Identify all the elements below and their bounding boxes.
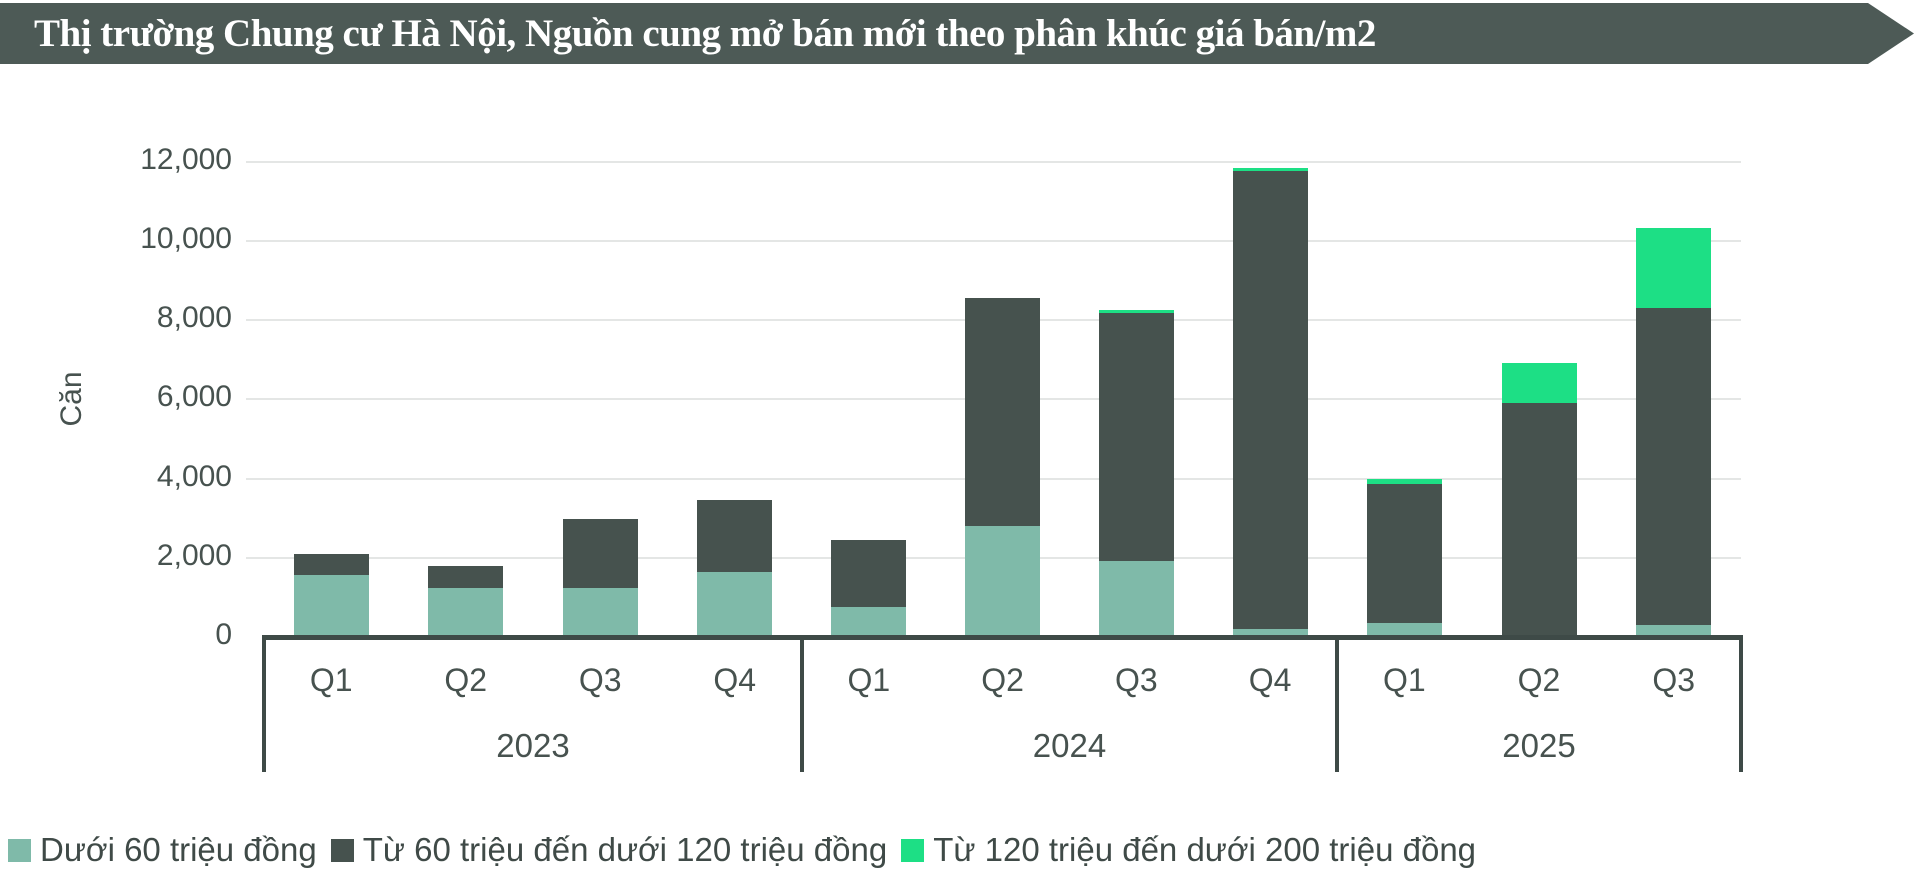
page-title: Thị trường Chung cư Hà Nội, Nguồn cung m… [34,12,1376,55]
bar-segment-2023-Q3 [562,518,638,589]
x-tick-label-2023-Q3: Q3 [578,662,622,698]
bar-segment-2024-Q1 [831,539,907,608]
bar-segment-2025-Q2 [1501,402,1577,637]
bar-segment-2024-Q4 [1232,167,1308,171]
legend-item-under-60: Dưới 60 triệu đồng [8,831,317,869]
legend-swatch-teal [8,838,31,862]
legend-label: Từ 60 triệu đến dưới 120 triệu đồng [362,831,888,868]
year-divider-3 [1739,635,1743,772]
bar-segment-2025-Q3 [1636,625,1712,637]
y-tick-label-12000: 12,000 [140,142,232,176]
bar-segment-2023-Q1 [293,554,369,576]
bar-segment-2023-Q2 [428,588,504,637]
y-tick-label-6000: 6,000 [156,380,232,414]
bar-segment-2024-Q2 [965,298,1041,527]
legend-swatch-green [901,838,925,862]
year-label-2023: 2023 [496,727,570,764]
year-divider-2 [1335,635,1339,772]
bar-segment-2024-Q3 [1098,309,1174,313]
x-tick-label-2024-Q1: Q1 [847,662,891,698]
x-tick-label-2025-Q2: Q2 [1517,662,1561,698]
bar-segment-2025-Q3 [1636,228,1712,309]
y-tick-label-0: 0 [215,618,232,651]
bar-segment-2023-Q4 [697,500,773,572]
bar-segment-2024-Q1 [831,607,907,637]
x-tick-label-2025-Q3: Q3 [1652,662,1695,698]
bar-segment-2024-Q2 [965,526,1041,637]
title-banner: Thị trường Chung cư Hà Nội, Nguồn cung m… [0,3,1914,64]
x-tick-label-2023-Q4: Q4 [713,662,757,698]
bar-segment-2025-Q1 [1366,479,1442,485]
year-label-2024: 2024 [1032,727,1107,764]
legend-swatch-dark [330,838,354,862]
bar-segment-2025-Q1 [1366,623,1442,637]
year-divider-1 [800,635,804,772]
x-tick-label-2023-Q1: Q1 [309,662,353,698]
legend-item-60-120: Từ 60 triệu đến dưới 120 triệu đồng [330,831,888,869]
legend-label: Từ 120 triệu đến dưới 200 triệu đồng [933,831,1477,868]
bar-segment-2025-Q1 [1366,484,1442,624]
bar-segment-2024-Q4 [1232,170,1308,630]
x-tick-label-2024-Q2: Q2 [981,662,1024,698]
x-tick-label-2025-Q1: Q1 [1382,662,1426,698]
y-tick-label-2000: 2,000 [156,538,232,572]
y-tick-label-10000: 10,000 [140,222,232,255]
legend-item-120-200: Từ 120 triệu đến dưới 200 triệu đồng [901,831,1476,869]
chart-legend: Dưới 60 triệu đồng Từ 60 triệu đến dưới … [8,831,1476,869]
y-gridline-10000 [246,240,1741,242]
y-tick-label-4000: 4,000 [156,459,232,493]
bar-segment-2024-Q4 [1232,629,1308,637]
bar-segment-2023-Q3 [562,588,638,637]
bar-segment-2023-Q4 [697,571,773,637]
x-tick-label-2023-Q2: Q2 [444,662,488,698]
x-axis-line [262,635,1743,640]
x-tick-label-2024-Q4: Q4 [1248,662,1292,698]
y-axis-label: Căn [55,371,88,427]
bar-segment-2024-Q3 [1098,560,1174,637]
y-tick-label-8000: 8,000 [156,301,232,335]
y-gridline-12000 [246,160,1741,163]
year-divider-0 [262,635,266,772]
legend-label: Dưới 60 triệu đồng [40,831,317,868]
bar-segment-2025-Q3 [1636,308,1712,626]
bar-segment-2023-Q2 [428,565,504,589]
bar-segment-2023-Q1 [293,575,369,637]
bar-segment-2025-Q2 [1501,362,1577,403]
bar-segment-2024-Q3 [1098,312,1174,561]
x-tick-label-2024-Q3: Q3 [1115,662,1158,698]
year-label-2025: 2025 [1502,727,1576,764]
